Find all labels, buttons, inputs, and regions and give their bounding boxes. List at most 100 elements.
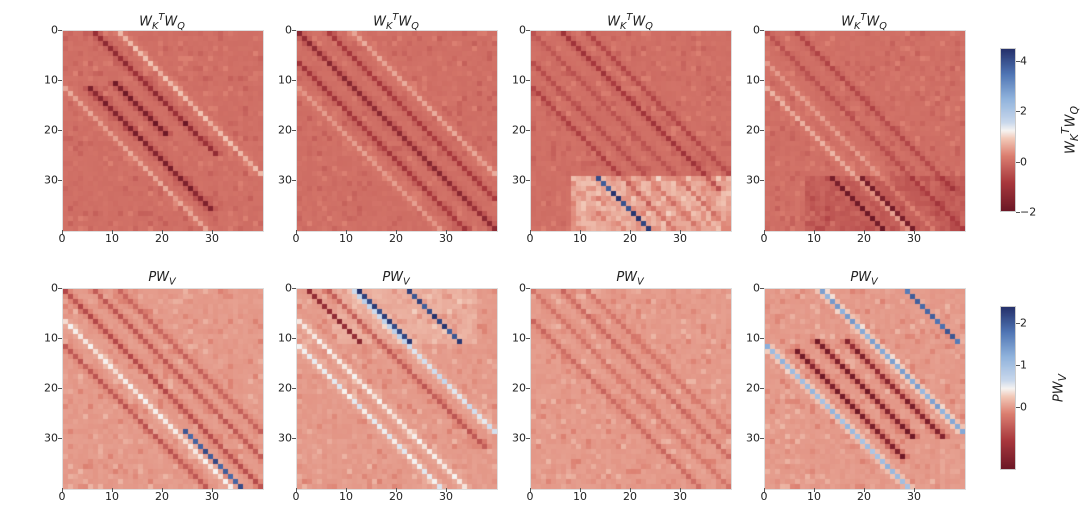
ytick-label: 0	[502, 24, 530, 37]
xtick-label: 20	[618, 230, 642, 245]
colorbar-canvas	[1000, 306, 1016, 470]
ytick-label: 0	[268, 282, 296, 295]
xtick-label: 30	[902, 488, 926, 503]
panel-title: WKTWQ	[530, 12, 730, 32]
xtick-label: 20	[852, 488, 876, 503]
ytick-label: 0	[34, 282, 62, 295]
ytick-label: 20	[34, 382, 62, 395]
heatmap-panel-r1c1: PWV01020300102030	[296, 288, 496, 488]
ytick-label: 10	[268, 74, 296, 87]
heatmap-canvas	[62, 288, 264, 490]
heatmap-canvas	[296, 288, 498, 490]
ytick-label: 30	[34, 432, 62, 445]
ytick-label: 10	[502, 74, 530, 87]
ytick-label: 0	[502, 282, 530, 295]
xtick-label: 0	[50, 230, 74, 245]
panel-title: PWV	[530, 270, 730, 288]
colorbar-canvas	[1000, 48, 1016, 212]
xtick-label: 20	[618, 488, 642, 503]
heatmap-panel-r0c2: WKTWQ01020300102030	[530, 30, 730, 230]
xtick-label: 10	[802, 488, 826, 503]
xtick-label: 0	[752, 230, 776, 245]
panel-title: WKTWQ	[764, 12, 964, 32]
ytick-label: 30	[502, 174, 530, 187]
xtick-label: 10	[568, 488, 592, 503]
panel-title: PWV	[62, 270, 262, 288]
heatmap-panel-r1c2: PWV01020300102030	[530, 288, 730, 488]
ytick-label: 0	[268, 24, 296, 37]
ytick-label: 10	[736, 74, 764, 87]
ytick-label: 30	[268, 432, 296, 445]
heatmap-panel-r0c1: WKTWQ01020300102030	[296, 30, 496, 230]
xtick-label: 10	[568, 230, 592, 245]
xtick-label: 0	[518, 488, 542, 503]
xtick-label: 10	[100, 230, 124, 245]
colorbar-tick-label: 2	[1020, 316, 1027, 329]
heatmap-canvas	[764, 30, 966, 232]
xtick-label: 0	[284, 488, 308, 503]
heatmap-panel-r0c3: WKTWQ01020300102030	[764, 30, 964, 230]
ytick-label: 20	[502, 382, 530, 395]
ytick-label: 30	[736, 432, 764, 445]
xtick-label: 10	[334, 488, 358, 503]
xtick-label: 10	[802, 230, 826, 245]
xtick-label: 30	[200, 488, 224, 503]
heatmap-canvas	[530, 30, 732, 232]
colorbar-tick-label: 4	[1020, 54, 1027, 67]
xtick-label: 0	[518, 230, 542, 245]
xtick-label: 0	[50, 488, 74, 503]
ytick-label: 0	[736, 282, 764, 295]
ytick-label: 10	[268, 332, 296, 345]
ytick-label: 10	[34, 332, 62, 345]
xtick-label: 20	[384, 230, 408, 245]
heatmap-canvas	[764, 288, 966, 490]
colorbar-label: PWV	[1051, 374, 1069, 402]
xtick-label: 30	[434, 488, 458, 503]
xtick-label: 30	[668, 488, 692, 503]
colorbar-tick-label: 1	[1020, 358, 1027, 371]
ytick-label: 20	[736, 382, 764, 395]
figure-root: WKTWQ01020300102030WKTWQ01020300102030WK…	[0, 0, 1080, 528]
panel-title: WKTWQ	[296, 12, 496, 32]
heatmap-canvas	[296, 30, 498, 232]
heatmap-panel-r1c0: PWV01020300102030	[62, 288, 262, 488]
heatmap-panel-r1c3: PWV01020300102030	[764, 288, 964, 488]
ytick-label: 30	[736, 174, 764, 187]
colorbar-tick-label: 0	[1020, 155, 1027, 168]
panel-title: PWV	[764, 270, 964, 288]
xtick-label: 30	[668, 230, 692, 245]
xtick-label: 20	[384, 488, 408, 503]
xtick-label: 0	[752, 488, 776, 503]
ytick-label: 10	[502, 332, 530, 345]
colorbar-tick-label: 2	[1020, 105, 1027, 118]
xtick-label: 10	[100, 488, 124, 503]
ytick-label: 20	[268, 382, 296, 395]
xtick-label: 30	[200, 230, 224, 245]
heatmap-canvas	[530, 288, 732, 490]
xtick-label: 20	[150, 488, 174, 503]
ytick-label: 20	[268, 124, 296, 137]
xtick-label: 30	[902, 230, 926, 245]
xtick-label: 0	[284, 230, 308, 245]
ytick-label: 30	[268, 174, 296, 187]
ytick-label: 20	[502, 124, 530, 137]
colorbar-label: WKTWQ	[1059, 106, 1080, 154]
heatmap-canvas	[62, 30, 264, 232]
ytick-label: 10	[736, 332, 764, 345]
xtick-label: 20	[150, 230, 174, 245]
ytick-label: 20	[736, 124, 764, 137]
xtick-label: 10	[334, 230, 358, 245]
ytick-label: 20	[34, 124, 62, 137]
xtick-label: 30	[434, 230, 458, 245]
ytick-label: 0	[34, 24, 62, 37]
ytick-label: 10	[34, 74, 62, 87]
xtick-label: 20	[852, 230, 876, 245]
colorbar-tick-label: −2	[1020, 206, 1036, 219]
ytick-label: 30	[502, 432, 530, 445]
heatmap-panel-r0c0: WKTWQ01020300102030	[62, 30, 262, 230]
ytick-label: 0	[736, 24, 764, 37]
colorbar-row1: 012PWV	[1000, 306, 1016, 470]
panel-title: WKTWQ	[62, 12, 262, 32]
ytick-label: 30	[34, 174, 62, 187]
colorbar-row0: −2024WKTWQ	[1000, 48, 1016, 212]
